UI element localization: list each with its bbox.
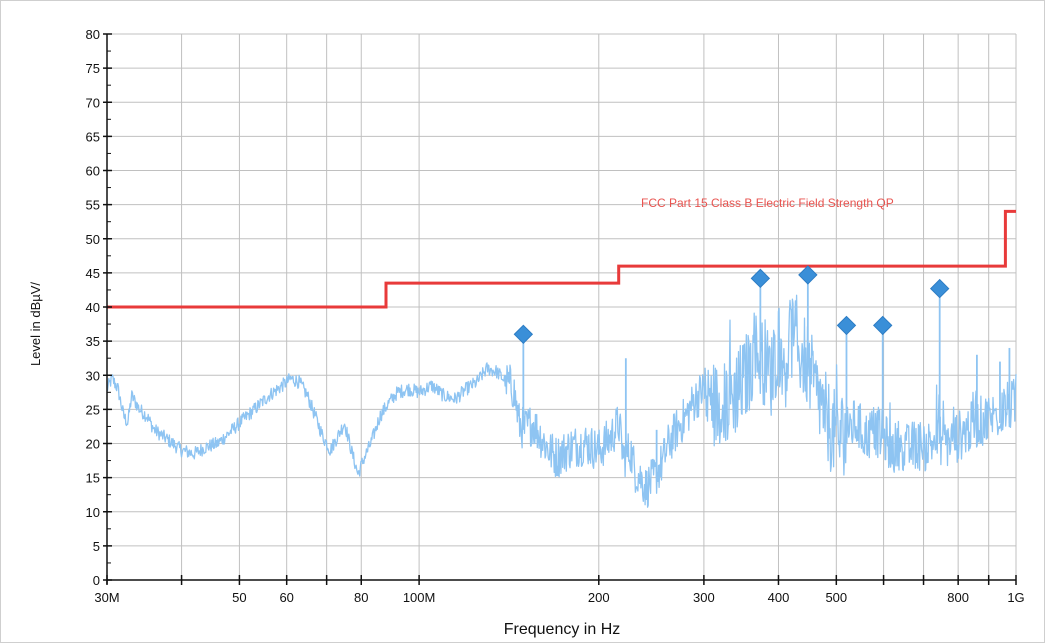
x-tick-label: 400 <box>768 590 790 605</box>
x-tick-label: 200 <box>588 590 610 605</box>
peak-marker <box>836 315 857 336</box>
x-tick-label: 100M <box>403 590 436 605</box>
y-tick-label: 60 <box>86 164 100 179</box>
axes <box>103 33 1017 585</box>
y-tick-label: 40 <box>86 300 100 315</box>
y-tick-label: 20 <box>86 437 100 452</box>
y-tick-label: 45 <box>86 266 100 281</box>
tick-labels: 0 5 10 15 20 25 30 35 40 45 50 55 60 65 70 75 80 30M 50 60 8… <box>86 27 1025 605</box>
x-tick-label: 80 <box>354 590 368 605</box>
y-tick-label: 35 <box>86 334 100 349</box>
x-tick-label: 800 <box>947 590 969 605</box>
y-tick-label: 10 <box>86 505 100 520</box>
y-tick-label: 50 <box>86 232 100 247</box>
y-tick-label: 80 <box>86 27 100 42</box>
fcc-limit-line <box>107 209 1016 309</box>
peak-marker <box>798 265 818 285</box>
peak-marker <box>873 315 893 336</box>
x-tick-label: 60 <box>279 590 293 605</box>
limit-line-label: FCC Part 15 Class B Electric Field Stren… <box>641 196 894 210</box>
y-tick-label: 25 <box>86 402 100 417</box>
x-tick-label: 50 <box>232 590 246 605</box>
x-tick-label: 30M <box>94 590 119 605</box>
x-axis-title: Frequency in Hz <box>504 621 621 638</box>
y-tick-label: 0 <box>93 573 100 588</box>
peak-marker <box>750 268 771 289</box>
y-tick-label: 30 <box>86 368 100 383</box>
y-tick-label: 70 <box>86 95 100 110</box>
limit-line-group <box>107 209 1016 309</box>
x-tick-label: 300 <box>693 590 715 605</box>
x-tick-label: 500 <box>825 590 847 605</box>
y-tick-label: 15 <box>86 471 100 486</box>
peak-marker <box>513 324 534 345</box>
y-tick-label: 5 <box>93 539 100 554</box>
peak-markers <box>513 265 950 345</box>
x-tick-label: 1G <box>1007 590 1024 605</box>
y-tick-label: 55 <box>86 198 100 213</box>
peak-marker <box>929 278 950 299</box>
y-tick-label: 65 <box>86 129 100 144</box>
y-tick-label: 75 <box>86 61 100 76</box>
measurement-trace <box>106 276 1017 508</box>
y-axis-title: Level in dBµV/ <box>28 282 43 366</box>
spectrum-trace <box>106 294 1017 508</box>
